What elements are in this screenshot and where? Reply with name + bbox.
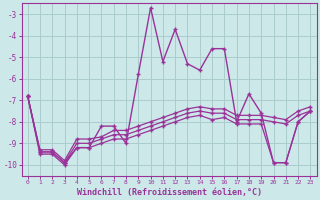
X-axis label: Windchill (Refroidissement éolien,°C): Windchill (Refroidissement éolien,°C) <box>76 188 261 197</box>
